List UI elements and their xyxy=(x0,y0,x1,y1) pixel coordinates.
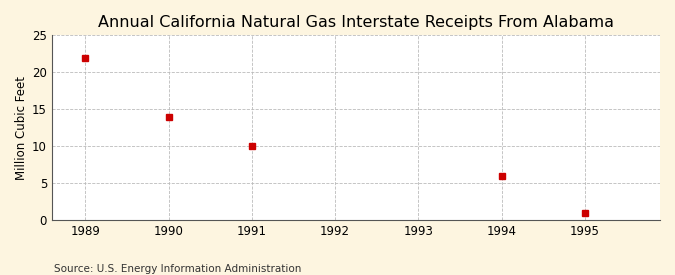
Text: Source: U.S. Energy Information Administration: Source: U.S. Energy Information Administ… xyxy=(54,264,301,274)
Title: Annual California Natural Gas Interstate Receipts From Alabama: Annual California Natural Gas Interstate… xyxy=(98,15,614,30)
Y-axis label: Million Cubic Feet: Million Cubic Feet xyxy=(15,76,28,180)
